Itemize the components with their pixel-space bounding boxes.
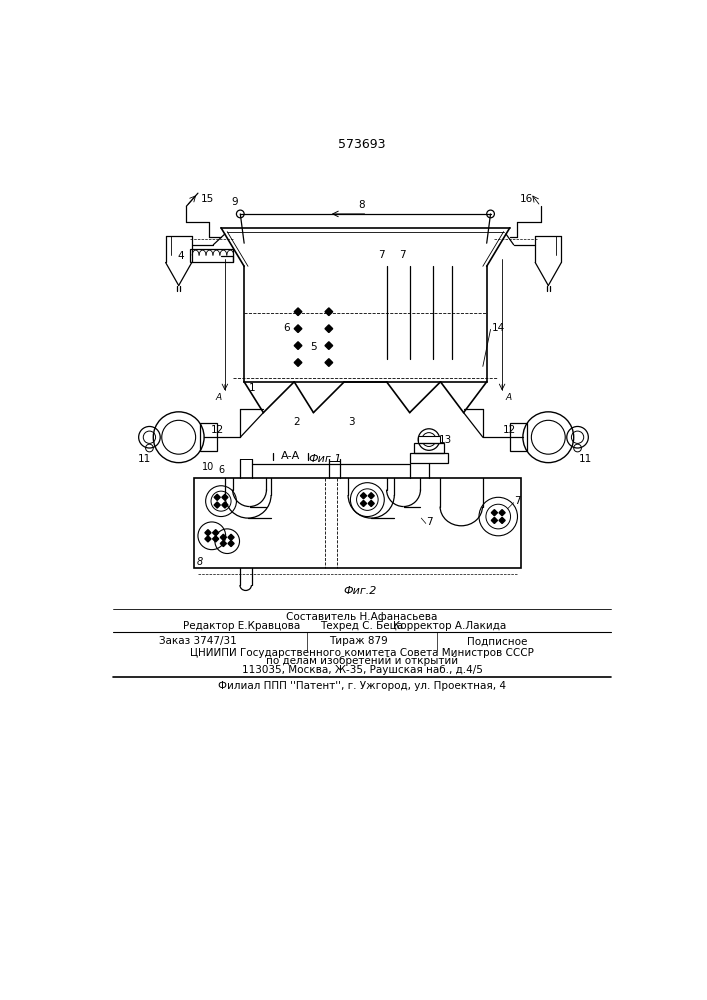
Text: Заказ 3747/31: Заказ 3747/31	[160, 636, 237, 646]
Text: Фиг.1: Фиг.1	[308, 454, 341, 464]
Text: 13: 13	[439, 435, 452, 445]
Polygon shape	[221, 534, 226, 540]
Polygon shape	[325, 342, 333, 349]
Polygon shape	[499, 510, 506, 516]
Polygon shape	[228, 534, 234, 540]
Text: 8: 8	[358, 200, 366, 210]
Text: 6: 6	[284, 323, 290, 333]
Polygon shape	[214, 502, 221, 508]
Text: 3: 3	[349, 417, 355, 427]
Text: 113035, Москва, Ж-35, Раушская наб., д.4/5: 113035, Москва, Ж-35, Раушская наб., д.4…	[242, 665, 482, 675]
Text: 2: 2	[293, 417, 300, 427]
Text: 8: 8	[197, 557, 203, 567]
Polygon shape	[491, 510, 498, 516]
Text: Филиал ППП ''Патент'', г. Ужгород, ул. Проектная, 4: Филиал ППП ''Патент'', г. Ужгород, ул. П…	[218, 681, 506, 691]
Text: Корректор А.Лакида: Корректор А.Лакида	[392, 621, 506, 631]
Text: 7: 7	[514, 496, 521, 506]
Text: 6: 6	[218, 465, 224, 475]
Polygon shape	[222, 494, 228, 500]
Text: А: А	[216, 393, 222, 402]
Text: 10: 10	[201, 462, 214, 472]
Text: Подписное: Подписное	[467, 636, 528, 646]
Polygon shape	[325, 359, 333, 366]
Text: по делам изобретений и открытий: по делам изобретений и открытий	[266, 656, 458, 666]
Text: Техред С. Беца: Техред С. Беца	[320, 621, 404, 631]
Text: 7: 7	[426, 517, 432, 527]
Polygon shape	[491, 517, 498, 523]
Polygon shape	[294, 308, 302, 316]
Polygon shape	[214, 494, 221, 500]
Polygon shape	[294, 359, 302, 366]
Text: 15: 15	[201, 194, 214, 204]
Text: 7: 7	[378, 250, 385, 260]
Text: 16: 16	[520, 194, 532, 204]
Text: 7: 7	[399, 250, 406, 260]
Polygon shape	[325, 325, 333, 333]
Polygon shape	[205, 530, 211, 536]
Polygon shape	[368, 493, 374, 499]
Text: 4: 4	[177, 251, 185, 261]
Bar	[418, 436, 440, 443]
Polygon shape	[222, 502, 228, 508]
Bar	[200, 423, 217, 451]
Polygon shape	[213, 536, 218, 542]
Polygon shape	[294, 342, 302, 349]
Polygon shape	[368, 500, 374, 507]
Text: Составитель Н.Афанасьева: Составитель Н.Афанасьева	[286, 612, 438, 622]
Text: 1: 1	[249, 383, 255, 393]
Text: 11: 11	[137, 454, 151, 464]
Text: Тираж 879: Тираж 879	[329, 636, 387, 646]
Bar	[510, 423, 527, 451]
Text: 12: 12	[211, 425, 224, 435]
Text: А-А: А-А	[281, 451, 300, 461]
Text: Редактор Е.Кравцова: Редактор Е.Кравцова	[182, 621, 300, 631]
Text: 14: 14	[491, 323, 505, 333]
Text: 573693: 573693	[338, 138, 386, 151]
Polygon shape	[213, 530, 218, 536]
Polygon shape	[361, 493, 366, 499]
Text: 12: 12	[503, 425, 516, 435]
Text: ЦНИИПИ Государственного комитета Совета Министров СССР: ЦНИИПИ Государственного комитета Совета …	[190, 648, 534, 658]
Bar	[194, 478, 521, 568]
Bar	[190, 249, 233, 262]
Text: 5: 5	[310, 342, 317, 352]
Polygon shape	[205, 536, 211, 542]
Text: 9: 9	[232, 197, 238, 207]
Polygon shape	[228, 540, 234, 547]
Polygon shape	[294, 325, 302, 333]
Polygon shape	[499, 517, 506, 523]
Bar	[409, 453, 448, 463]
Text: 11: 11	[578, 454, 592, 464]
Polygon shape	[221, 540, 226, 547]
Polygon shape	[361, 500, 366, 507]
Text: Фиг.2: Фиг.2	[343, 586, 376, 596]
Bar	[414, 443, 444, 453]
Text: А: А	[506, 393, 511, 402]
Polygon shape	[325, 308, 333, 316]
